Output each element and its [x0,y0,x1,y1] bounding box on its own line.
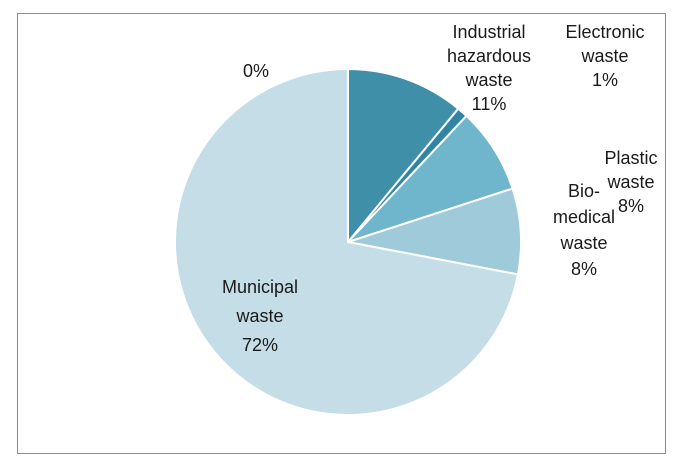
pie-label-0: Industrial hazardous waste 11% [447,22,531,114]
pie-label-line: Municipal [222,277,298,297]
pie-label-line: waste [606,172,654,192]
pie-label-line: 0% [243,61,269,81]
pie-label-line: Plastic [604,148,657,168]
pie-label-3: Bio-medical waste 8% [553,181,615,279]
pie-label-line: 11% [472,94,507,114]
pie-slices [174,67,523,416]
pie-label-line: Bio- [568,181,600,201]
pie-label-line: waste [559,233,607,253]
pie-label-line: medical [553,207,615,227]
pie-label-1: Electronic waste 1% [565,22,644,90]
pie-label-5: 0% [243,61,269,81]
pie-label-line: waste [235,306,283,326]
pie-labels: Industrial hazardous waste 11% Electronic was… [222,22,658,355]
pie-label-line: Electronic [565,22,644,42]
pie-label-line: hazardous [447,46,531,66]
chart-frame: Industrial hazardous waste 11% Electronic was… [17,13,666,454]
pie-slice-4 [174,67,520,416]
pie-label-line: 72% [242,335,278,355]
pie-label-line: 1% [592,70,618,90]
pie-label-line: 8% [571,259,597,279]
pie-label-4: Municipal waste 72% [222,277,298,355]
pie-label-line: Industrial [452,22,525,42]
pie-label-2: Plastic waste 8% [604,148,657,216]
pie-label-line: waste [464,70,512,90]
pie-slice-0 [347,67,460,245]
pie-label-line: 8% [618,196,644,216]
pie-chart: Industrial hazardous waste 11% Electronic was… [174,22,658,416]
pie-label-line: waste [580,46,628,66]
